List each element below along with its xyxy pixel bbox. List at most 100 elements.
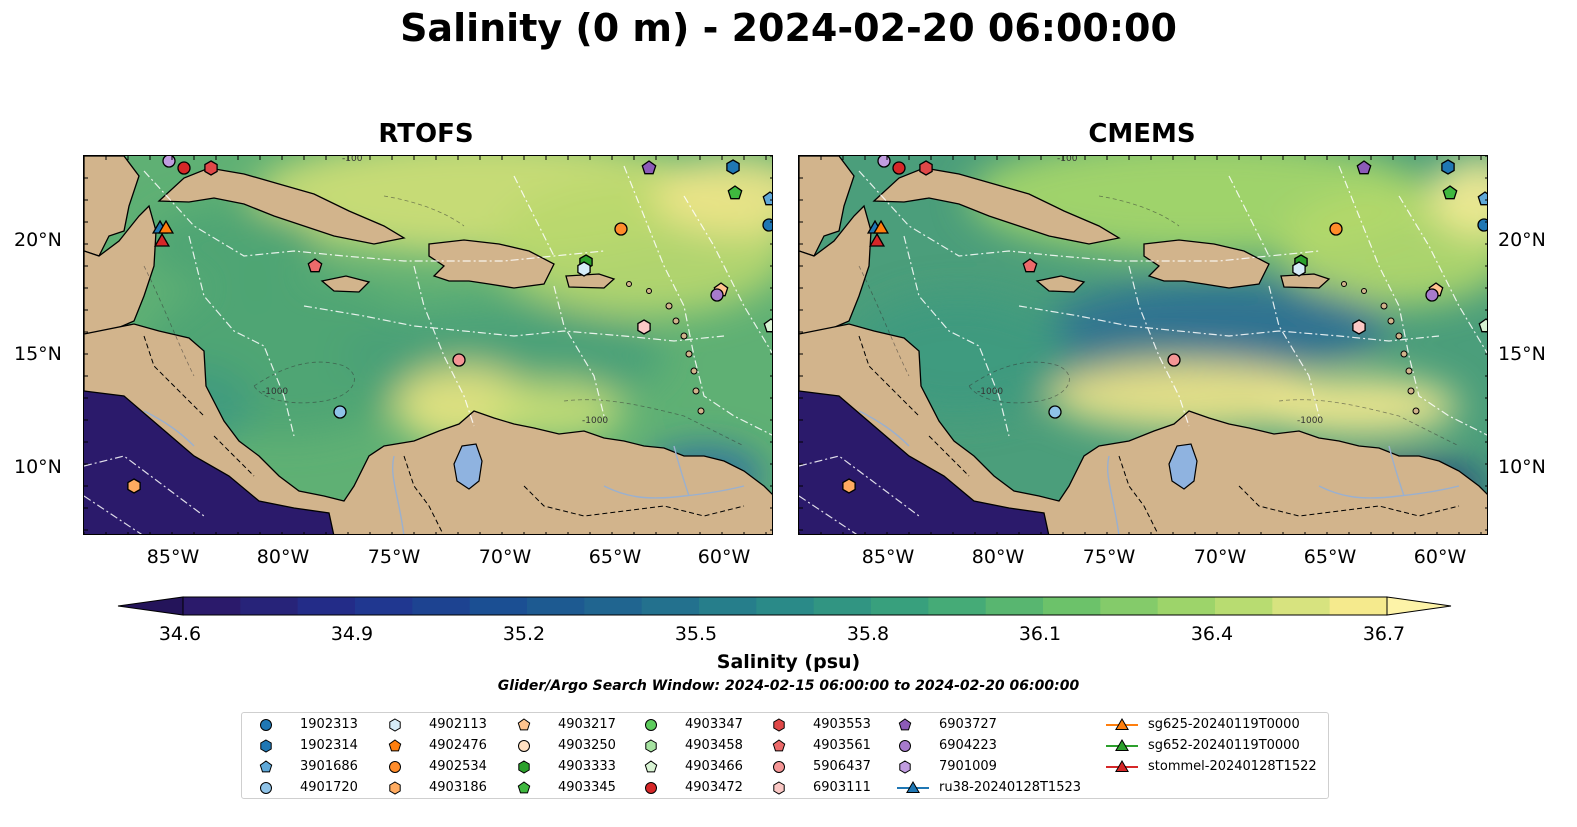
colorbar-tick-3: 35.5 <box>674 623 718 645</box>
lon-label-80w-right: 80°W <box>971 546 1025 568</box>
colorbar-extend-low <box>117 596 184 616</box>
observation-marker[interactable] <box>842 478 856 494</box>
lon-label-60w-right: 60°W <box>1413 546 1467 568</box>
legend-label: 6903727 <box>939 717 997 732</box>
observation-marker[interactable] <box>762 191 773 206</box>
observation-marker[interactable] <box>1352 319 1366 335</box>
colorbar-cell <box>1215 597 1273 615</box>
legend-marker-icon <box>1106 739 1138 751</box>
observation-marker[interactable] <box>127 478 141 494</box>
axis-ticks <box>84 156 772 534</box>
observation-marker[interactable] <box>641 160 657 175</box>
salinity-patch <box>1429 156 1487 236</box>
legend-label: 5906437 <box>813 759 871 774</box>
lat-label-20n-left: 20°N <box>14 229 62 251</box>
observation-marker[interactable] <box>333 405 347 419</box>
legend-marker-icon <box>773 761 785 773</box>
lat-label-15n-right: 15°N <box>1498 343 1546 365</box>
observation-marker[interactable] <box>1356 160 1372 175</box>
legend: 1902313 1902314 3901686 4901720 4902113 49024… <box>241 712 1329 799</box>
colorbar <box>117 596 1452 616</box>
observation-marker[interactable] <box>157 219 175 234</box>
colorbar-cell <box>527 597 585 615</box>
land-jamaica <box>1035 275 1086 293</box>
legend-marker-icon <box>389 718 401 732</box>
observation-marker[interactable] <box>1477 218 1488 232</box>
legend-marker-icon <box>645 782 657 794</box>
float-glider-markers <box>127 156 773 494</box>
observation-marker[interactable] <box>577 261 591 277</box>
colorbar-cell <box>1329 597 1388 615</box>
bathymetry-contours <box>143 195 745 447</box>
eez-boundaries <box>799 165 1487 534</box>
legend-marker-icon <box>897 781 929 793</box>
observation-marker[interactable] <box>1329 222 1343 236</box>
colorbar-outline <box>182 596 1388 616</box>
observation-marker[interactable] <box>710 288 724 302</box>
colorbar-cell <box>1100 597 1159 615</box>
observation-marker[interactable] <box>892 161 906 175</box>
observation-marker[interactable] <box>872 219 890 234</box>
observation-marker[interactable] <box>1477 191 1488 206</box>
legend-label: 3901686 <box>300 759 358 774</box>
country-borders <box>858 335 1460 534</box>
observation-marker[interactable] <box>177 161 191 175</box>
observation-marker[interactable] <box>1048 405 1062 419</box>
legend-label: 4903466 <box>685 759 743 774</box>
svg-text:-100: -100 <box>342 156 363 164</box>
colorbar-tick-4: 35.8 <box>846 623 890 645</box>
land-central-america <box>799 323 1487 534</box>
observation-marker[interactable] <box>868 232 886 247</box>
contour-labels: -100 -1000 -1000 <box>977 156 1323 426</box>
legend-label: 1902314 <box>300 738 358 753</box>
land-hispaniola <box>1143 239 1270 289</box>
observation-marker[interactable] <box>1022 258 1038 273</box>
svg-text:-1000: -1000 <box>582 416 608 426</box>
salinity-patch <box>654 156 772 236</box>
observation-marker[interactable] <box>877 156 891 168</box>
legend-label: 4902476 <box>429 738 487 753</box>
legend-marker-icon <box>899 740 911 752</box>
lat-label-15n-left: 15°N <box>14 343 62 365</box>
observation-marker[interactable] <box>1441 159 1455 175</box>
observation-marker[interactable] <box>1292 261 1306 277</box>
legend-marker-icon <box>260 782 272 794</box>
colorbar-cell <box>355 597 413 615</box>
lon-label-70w-left: 70°W <box>478 546 532 568</box>
observation-marker[interactable] <box>919 160 933 176</box>
legend-label: 4903333 <box>558 759 616 774</box>
legend-marker-icon <box>518 740 530 752</box>
legend-marker-icon <box>260 739 272 753</box>
observation-marker[interactable] <box>726 159 740 175</box>
observation-marker[interactable] <box>762 218 773 232</box>
land-hispaniola <box>428 239 555 289</box>
colorbar-cell <box>985 597 1044 615</box>
observation-marker[interactable] <box>452 353 466 367</box>
salinity-patch <box>1049 361 1329 431</box>
observation-marker[interactable] <box>1442 185 1458 200</box>
salinity-patch <box>1259 376 1459 436</box>
observation-marker[interactable] <box>614 222 628 236</box>
panel-title-cmems: CMEMS <box>1088 119 1196 149</box>
observation-marker[interactable] <box>1425 288 1439 302</box>
rivers <box>858 410 1460 534</box>
eez-boundaries <box>84 165 772 534</box>
lake-maracaibo <box>1168 443 1198 490</box>
legend-marker-icon <box>773 781 785 795</box>
pacific-low-salinity <box>799 391 1059 534</box>
observation-marker[interactable] <box>153 232 171 247</box>
observation-marker[interactable] <box>1167 353 1181 367</box>
map-panel-cmems[interactable]: -100 -1000 -1000 <box>798 155 1488 535</box>
observation-marker[interactable] <box>162 156 176 168</box>
legend-label: 4903561 <box>813 738 871 753</box>
legend-label: sg652-20240119T0000 <box>1148 738 1300 753</box>
legend-label: 4902534 <box>429 759 487 774</box>
land-cuba <box>872 167 1121 245</box>
observation-marker[interactable] <box>727 185 743 200</box>
map-panel-rtofs[interactable]: -100 -1000 -1000 <box>83 155 773 535</box>
observation-marker[interactable] <box>637 319 651 335</box>
lon-label-85w-left: 85°W <box>146 546 200 568</box>
observation-marker[interactable] <box>307 258 323 273</box>
lat-label-10n-right: 10°N <box>1498 456 1546 478</box>
observation-marker[interactable] <box>204 160 218 176</box>
